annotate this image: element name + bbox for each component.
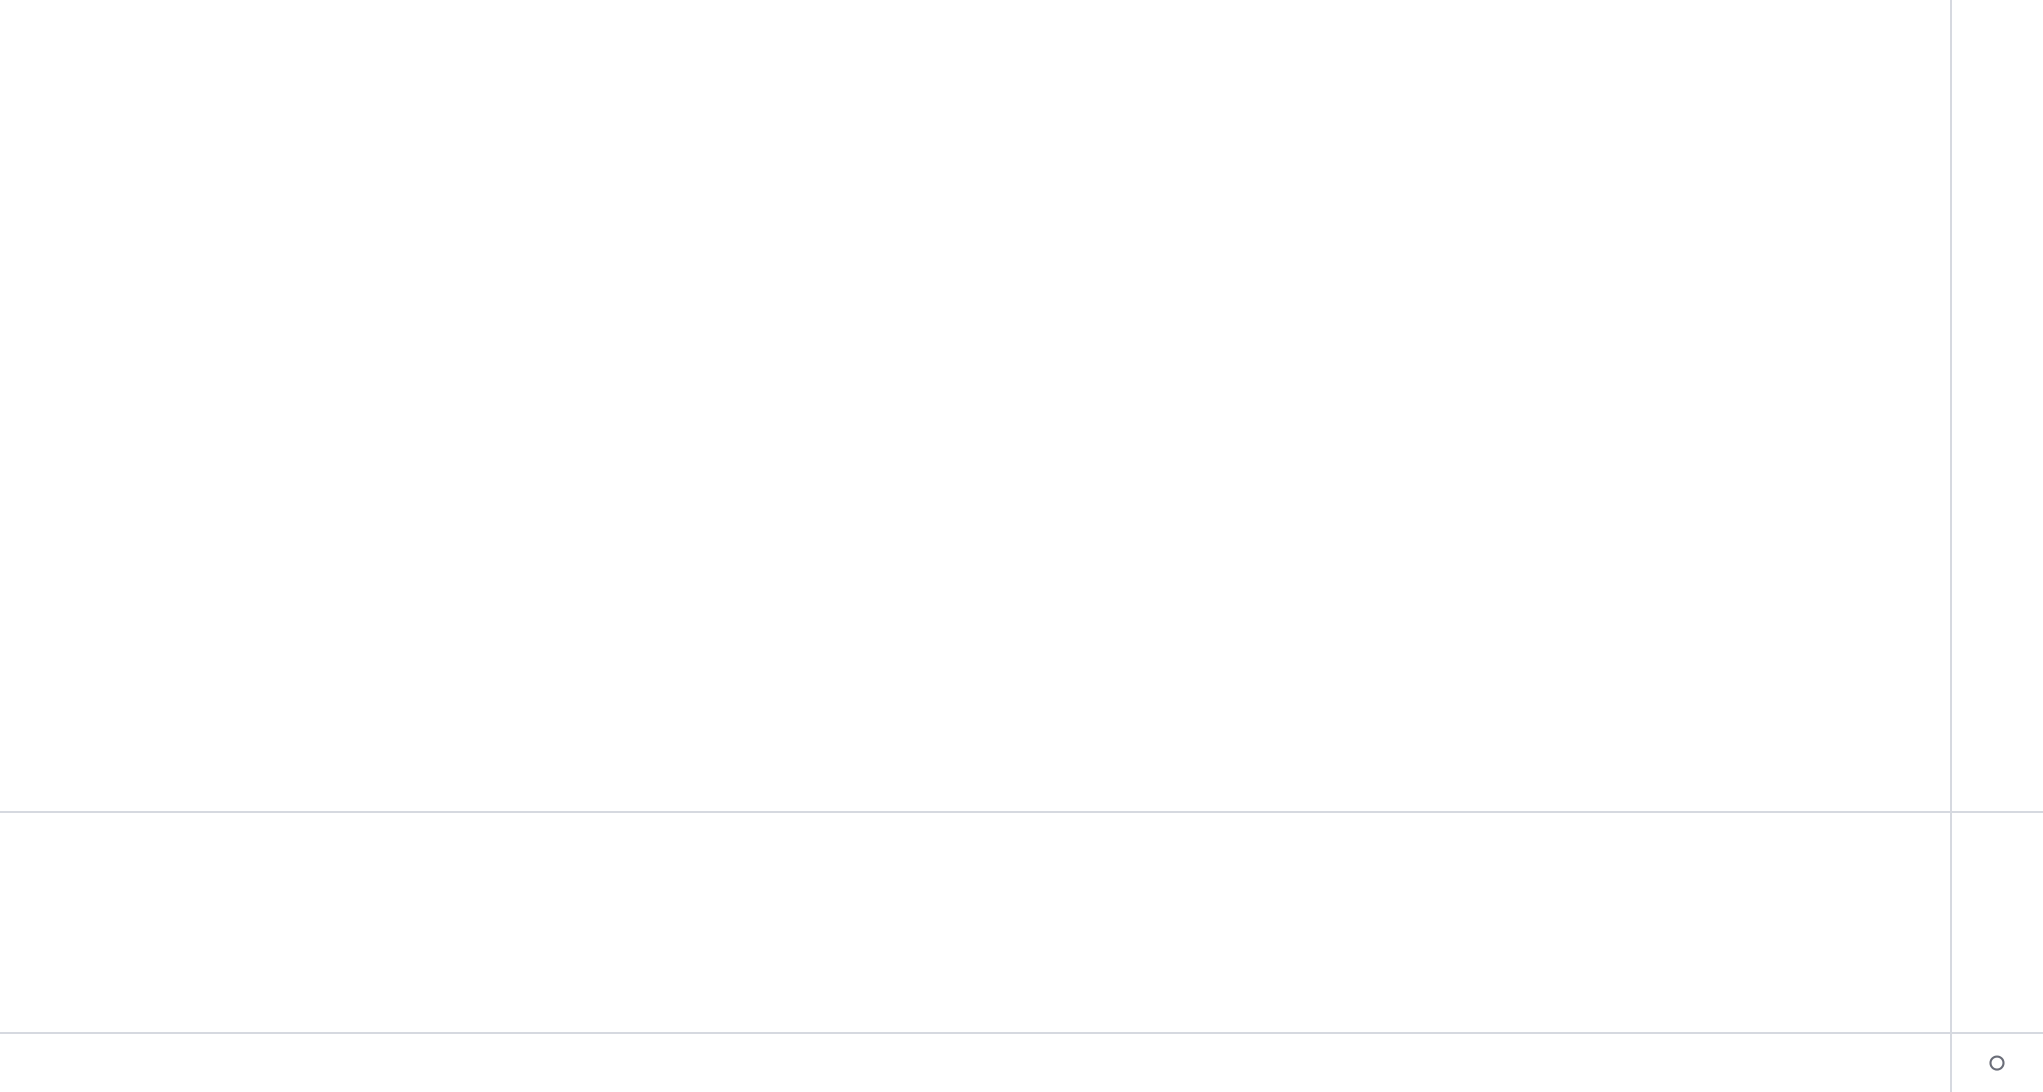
- pane-divider-price-rsi[interactable]: [0, 811, 2043, 813]
- axis-settings-cell[interactable]: [1951, 1034, 2043, 1092]
- chart-canvas[interactable]: [0, 0, 1950, 1033]
- chart-settings-gear-icon[interactable]: [1982, 1048, 2012, 1078]
- time-axis[interactable]: [0, 1034, 1950, 1092]
- price-axis[interactable]: [1951, 0, 2043, 1033]
- axis-divider-vertical: [1950, 0, 1952, 1092]
- pane-divider-rsi-time: [0, 1032, 2043, 1034]
